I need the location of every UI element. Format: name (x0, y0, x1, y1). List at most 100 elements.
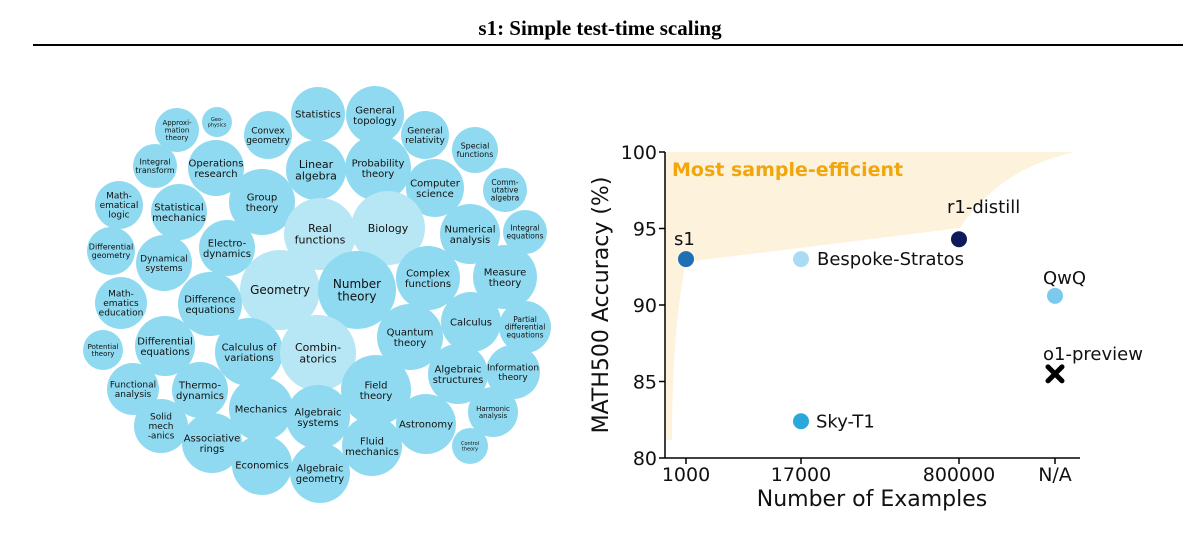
topic-bubble-measure-theory: Measure theory (473, 245, 537, 309)
topic-bubble-special-functions: Special functions (452, 127, 498, 173)
topic-bubble-statistics: Statistics (291, 87, 345, 141)
bubble-circle (244, 111, 292, 159)
topic-bubble-convex-geometry: Convex geometry (244, 111, 292, 159)
bubble-label: Electro-dynamics (203, 238, 251, 260)
bubble-circle (229, 377, 293, 441)
topic-bubble-thermo-dynamics: Thermo-dynamics (172, 362, 228, 418)
bubble-circle (202, 107, 232, 137)
bubble-label: Mechanics (235, 405, 288, 416)
bubble-circle (396, 246, 460, 310)
bubble-circle (452, 428, 488, 464)
topic-bubble-dynamical-systems: Dynamical systems (136, 235, 192, 291)
bubble-label: Combin-atorics (295, 341, 341, 366)
bubble-circle (95, 181, 143, 229)
bubble-label: Economics (235, 461, 289, 472)
bubble-circle (452, 127, 498, 173)
bubble-label: Group theory (246, 192, 279, 214)
bubble-label: Functional analysis (110, 380, 156, 399)
point-label-o1-preview: o1-preview (1043, 344, 1143, 365)
point-label-s1: s1 (674, 229, 695, 250)
bubble-label: Differential equations (137, 336, 193, 358)
data-point-s1 (678, 251, 694, 268)
data-point-sky-t1 (793, 413, 809, 430)
bubble-label: Thermo-dynamics (176, 380, 224, 402)
bubble-circle (346, 86, 404, 144)
bubble-circle (468, 387, 518, 437)
bubble-label: Dynamical systems (140, 254, 188, 273)
bubble-label: Difference equations (184, 294, 236, 316)
point-label-qwq: QwQ (1043, 268, 1086, 289)
topic-bubble-algebraic-systems: Algebraic systems (286, 385, 350, 449)
bubble-label: Complex functions (405, 268, 451, 290)
data-point-r1-distill (951, 231, 967, 248)
topic-bubble-potential-theory: Potential theory (83, 330, 123, 370)
topic-bubble-differential-equations: Differential equations (135, 316, 195, 376)
bubble-circle (342, 416, 402, 476)
bubble-circle (499, 301, 551, 353)
data-point-qwq (1047, 287, 1063, 304)
bubble-circle (351, 191, 425, 265)
bubble-circle (377, 304, 443, 370)
bubble-circle (199, 220, 255, 276)
bubble-label: Biology (368, 222, 409, 235)
bubble-label: Computer science (410, 178, 461, 200)
bubble-circle (286, 140, 346, 200)
bubble-label: Convex geometry (246, 126, 290, 145)
data-point-o1-preview (1045, 364, 1065, 384)
bubble-label: Potential theory (88, 343, 119, 358)
bubble-circle (290, 443, 350, 503)
bubble-label: Real functions (295, 222, 346, 247)
x-tick-label: 1000 (662, 464, 710, 486)
topic-bubble-information-theory: Information theory (486, 345, 540, 399)
topic-bubble-operations-research: Operations research (188, 140, 244, 196)
bubble-circle (286, 385, 350, 449)
bubble-circle (182, 413, 242, 473)
bubble-label: General topology (353, 105, 397, 127)
bubble-label: Fluid mechanics (345, 436, 399, 458)
bubble-circle (483, 168, 527, 212)
topic-bubble-functional-analysis: Functional analysis (107, 363, 159, 415)
bubble-circle (401, 111, 449, 159)
topic-bubble-fluid-mechanics: Fluid mechanics (342, 416, 402, 476)
topic-bubble-geo-physics: Geo-physics (202, 107, 232, 137)
bubble-circle (396, 394, 456, 454)
topic-bubble-economics: Economics (232, 435, 292, 495)
page-title: s1: Simple test-time scaling (478, 16, 722, 40)
topic-bubble-partial-differential-equations: Partial differential equations (499, 301, 551, 353)
topic-bubble-math-ematical-logic: Math-ematical logic (95, 181, 143, 229)
topic-bubble-computer-science: Computer science (406, 159, 464, 217)
bubble-label: Algebraic systems (295, 407, 342, 429)
x-axis-title: Number of Examples (757, 487, 987, 512)
bubble-circle (134, 399, 188, 453)
bubble-label: Geo-physics (208, 117, 227, 128)
topic-bubble-difference-equations: Difference equations (178, 272, 242, 336)
y-tick-label: 95 (633, 219, 657, 241)
bubble-circle (280, 315, 356, 391)
bubble-label: Linear algebra (295, 158, 337, 183)
y-tick-label: 80 (633, 448, 657, 470)
point-label-bespoke-stratos: Bespoke-Stratos (817, 249, 964, 270)
y-tick-label: 100 (621, 142, 657, 164)
topic-bubble-control-theory: Control theory (452, 428, 488, 464)
bubble-label: Comm-utative algebra (491, 178, 520, 203)
bubble-label: Astronomy (399, 420, 453, 431)
topic-bubble-statistical-mechanics: Statistical mechanics (151, 184, 207, 240)
bubble-label: Numerical analysis (444, 224, 495, 246)
bubble-circle (440, 204, 500, 264)
x-tick-label: 17000 (771, 464, 831, 486)
topic-bubble-approxi-mation-theory: Approxi-mation theory (155, 108, 199, 152)
bubble-circle (135, 316, 195, 376)
topic-bubble-harmonic-analysis: Harmonic analysis (468, 387, 518, 437)
bubble-label: Integral equations (507, 224, 544, 241)
bubble-label: Partial differential equations (505, 315, 546, 340)
y-tick-label: 90 (633, 295, 657, 317)
bubble-label: Number theory (333, 277, 381, 304)
topic-bubble-calculus-of-variations: Calculus of variations (215, 318, 283, 386)
bubble-circle (486, 345, 540, 399)
bubble-circle (83, 330, 123, 370)
bubble-label: Solid mech -anics (148, 413, 175, 442)
topic-bubble-general-relativity: General relativity (401, 111, 449, 159)
data-point-bespoke-stratos (793, 251, 809, 268)
title-rule (33, 44, 1183, 46)
bubble-circle (136, 235, 192, 291)
